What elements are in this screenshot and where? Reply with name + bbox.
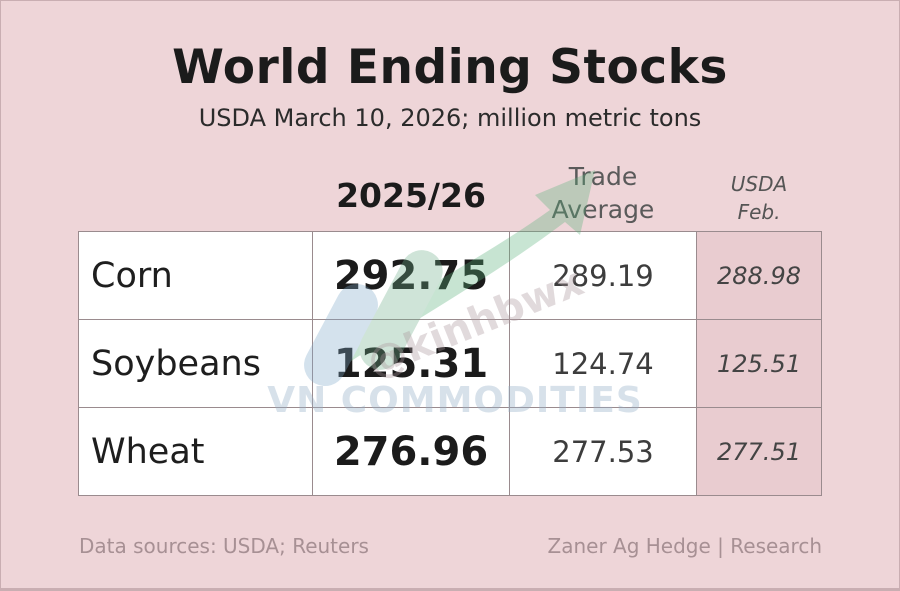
value-usda-feb: 288.98	[696, 231, 822, 320]
row-label: Corn	[78, 231, 313, 320]
table-row: Wheat 276.96 277.53 277.51	[78, 407, 822, 496]
feb-header-line1: USDA	[730, 172, 788, 196]
watermark-text: VN COMMODITIES	[267, 380, 643, 421]
trade-header-line1: Trade	[568, 162, 638, 191]
feb-header-line2: Feb.	[737, 200, 781, 224]
column-header-2025-26: 2025/26	[336, 176, 486, 215]
value-2025-26: 292.75	[312, 231, 510, 320]
column-header-trade-average: Trade Average	[510, 160, 696, 226]
table-row: Soybeans 125.31 124.74 125.51	[78, 319, 822, 408]
value-usda-feb: 125.51	[696, 319, 822, 408]
page-subtitle: USDA March 10, 2026; million metric tons	[198, 104, 702, 132]
page-title: World Ending Stocks	[172, 40, 728, 95]
credit-line: Zaner Ag Hedge | Research	[547, 534, 822, 558]
value-2025-26: 125.31	[312, 319, 510, 408]
value-trade-average: 277.53	[509, 407, 697, 496]
row-label: Wheat	[78, 407, 313, 496]
data-sources: Data sources: USDA; Reuters	[79, 534, 369, 558]
value-trade-average: 124.74	[509, 319, 697, 408]
column-header-usda-feb: USDA Feb.	[697, 170, 821, 226]
table-row: Corn 292.75 289.19 288.98	[78, 231, 822, 320]
value-trade-average: 289.19	[509, 231, 697, 320]
value-usda-feb: 277.51	[696, 407, 822, 496]
trade-header-line2: Average	[551, 195, 655, 224]
value-2025-26: 276.96	[312, 407, 510, 496]
stocks-table: Corn 292.75 289.19 288.98 Soybeans 125.3…	[78, 231, 822, 496]
